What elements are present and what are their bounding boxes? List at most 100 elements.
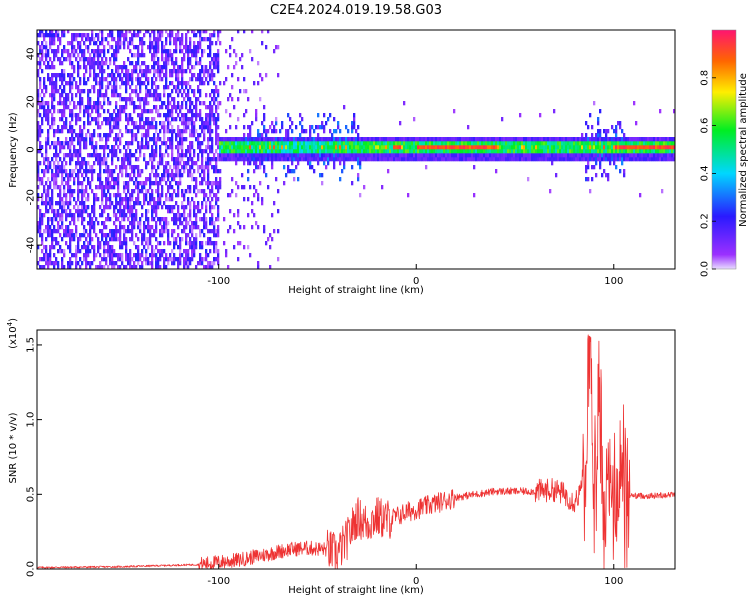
spectrogram-cell — [111, 93, 114, 98]
spectrogram-cell — [203, 225, 206, 230]
spectrogram-cell — [199, 30, 202, 34]
spectrogram-cell — [93, 69, 96, 74]
spectrogram-cell — [127, 225, 130, 230]
spectrogram-cell — [95, 197, 98, 202]
spectrogram-cell — [377, 137, 380, 142]
spectrogram-cell — [139, 201, 142, 206]
spectrogram-cell — [219, 137, 222, 142]
spectrogram-cell — [41, 117, 44, 122]
spectrogram-cell — [375, 157, 378, 162]
spectrogram-cell — [345, 125, 348, 130]
spectrogram-cell — [363, 185, 366, 190]
spectrogram-cell — [95, 101, 98, 106]
spectrogram-cell — [123, 213, 126, 218]
spectrogram-cell — [169, 93, 172, 98]
spectrogram-cell — [63, 45, 66, 50]
spectrogram-cell — [201, 69, 204, 74]
spectrogram-cell — [513, 141, 516, 146]
spectrogram-cell — [51, 197, 54, 202]
spectrogram-cell — [623, 133, 626, 138]
spectrogram-cell — [161, 173, 164, 178]
spectrogram-cell — [157, 69, 160, 74]
spectrogram-cell — [107, 249, 110, 254]
spectrogram-cell — [345, 157, 348, 162]
spectrogram-cell — [71, 129, 74, 134]
spectrogram-cell — [111, 253, 114, 258]
spectrogram-cell — [239, 57, 242, 62]
spectrogram-cell — [469, 145, 472, 150]
spectrogram-cell — [281, 145, 284, 150]
spectrogram-cell — [537, 141, 540, 146]
spectrogram-cell — [107, 241, 110, 246]
spectrogram-cell — [503, 157, 506, 162]
spectrogram-cell — [111, 245, 114, 250]
spectrogram-cell — [119, 245, 122, 250]
spectrogram-cell — [467, 157, 470, 162]
spectrogram-cell — [347, 129, 350, 134]
spectrogram-cell — [93, 169, 96, 174]
spectrogram-cell — [287, 137, 290, 142]
spectrogram-cell — [99, 113, 102, 118]
spectrogram-cell — [485, 153, 488, 158]
spectrogram-cell — [49, 93, 52, 98]
spectrogram-cell — [169, 109, 172, 114]
spectrogram-cell — [217, 57, 220, 62]
spectrogram-cell — [93, 89, 96, 94]
spectrogram-cell — [109, 245, 112, 250]
spectrogram-cell — [41, 97, 44, 102]
spectrogram-cell — [155, 257, 158, 262]
spectrogram-cell — [109, 149, 112, 154]
spectrogram-cell — [183, 213, 186, 218]
spectrogram-cell — [97, 237, 100, 242]
spectrogram-cell — [73, 145, 76, 150]
spectrogram-cell — [109, 185, 112, 190]
spectrogram-cell — [89, 89, 92, 94]
spectrogram-cell — [479, 153, 482, 158]
spectrogram-cell — [215, 149, 218, 154]
spectrogram-cell — [261, 133, 264, 138]
spectrogram-cell — [113, 261, 116, 266]
spectrogram-cell — [75, 201, 78, 206]
spectrogram-cell — [563, 153, 566, 158]
spectrogram-cell — [51, 105, 54, 110]
spectrogram-cell — [207, 105, 210, 110]
spectrogram-cell — [259, 145, 262, 150]
spectrogram-cell — [447, 157, 450, 162]
spectrogram-cell — [129, 157, 132, 162]
spectrogram-cell — [269, 265, 272, 269]
spectrogram-cell — [47, 169, 50, 174]
spectrogram-cell — [663, 141, 666, 146]
spectrogram-cell — [311, 141, 314, 146]
spectrogram-cell — [157, 85, 160, 90]
spectrogram-cell — [263, 129, 266, 134]
spectrogram-cell — [69, 237, 72, 242]
spectrogram-cell — [543, 157, 546, 162]
spectrogram-cell — [55, 169, 58, 174]
spectrogram-cell — [163, 133, 166, 138]
spectrogram-cell — [241, 157, 244, 162]
spectrogram-cell — [177, 257, 180, 262]
spectrogram-cell — [189, 241, 192, 246]
spectrogram-cell — [179, 137, 182, 142]
spectrogram-cell — [173, 165, 176, 170]
spectrogram-cell — [299, 153, 302, 158]
spectrogram-cell — [245, 137, 248, 142]
spectrogram-cell — [147, 241, 150, 246]
spectrogram-cell — [119, 265, 122, 269]
spectrogram-cell — [319, 157, 322, 162]
spectrogram-cell — [201, 161, 204, 166]
spectrogram-cell — [133, 69, 136, 74]
spectrogram-cell — [277, 153, 280, 158]
spectrogram-cell — [155, 85, 158, 90]
spectrogram-cell — [585, 169, 588, 174]
spectrogram-cell — [215, 133, 218, 138]
spectrogram-cell — [39, 181, 42, 186]
spectrogram-cell — [493, 157, 496, 162]
spectrogram-cell — [541, 153, 544, 158]
spectrogram-cell — [81, 201, 84, 206]
spectrogram-cell — [467, 125, 470, 130]
spectrogram-cell — [185, 237, 188, 242]
spectrogram-cell — [649, 141, 652, 146]
spectrogram-cell — [355, 153, 358, 158]
spectrogram-cell — [273, 149, 276, 154]
